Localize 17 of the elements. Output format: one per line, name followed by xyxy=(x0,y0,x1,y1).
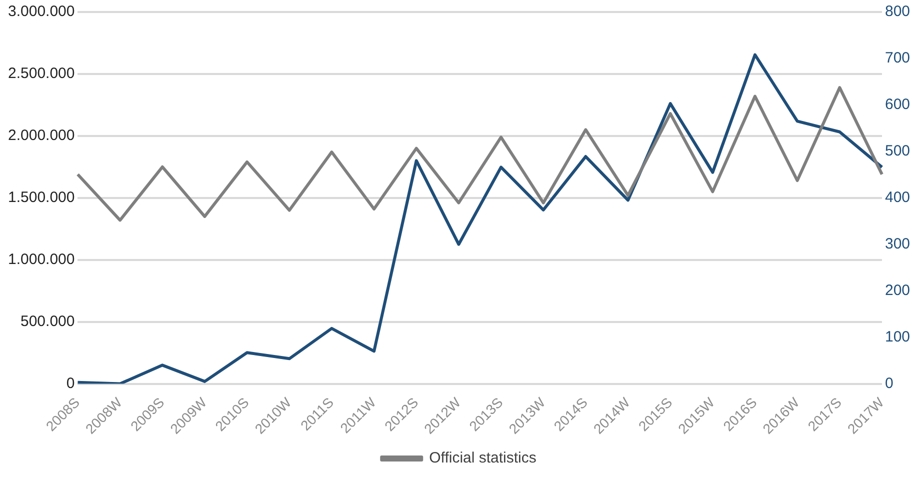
y2-tick-label: 700 xyxy=(884,50,910,67)
y2-tick-label: 0 xyxy=(884,374,894,392)
y-tick-label: 3.000.000 xyxy=(8,3,75,20)
y2-tick-label: 100 xyxy=(884,328,910,346)
y-tick-label: 0 xyxy=(66,374,75,392)
y-tick-label: 500.000 xyxy=(20,312,75,330)
y2-tick-label: 500 xyxy=(884,142,910,160)
y-tick-label: 2.000.000 xyxy=(8,127,75,144)
legend-label: Official statistics xyxy=(429,450,536,467)
y2-tick-label: 200 xyxy=(884,282,910,299)
y-tick-label: 1.000.000 xyxy=(8,250,75,268)
y-tick-label: 1.500.000 xyxy=(8,189,75,206)
y2-tick-label: 600 xyxy=(884,96,910,114)
y-tick-label: 2.500.000 xyxy=(8,65,75,82)
y2-tick-label: 300 xyxy=(884,235,910,252)
y2-tick-label: 800 xyxy=(884,3,910,20)
y2-tick-label: 400 xyxy=(884,189,910,206)
